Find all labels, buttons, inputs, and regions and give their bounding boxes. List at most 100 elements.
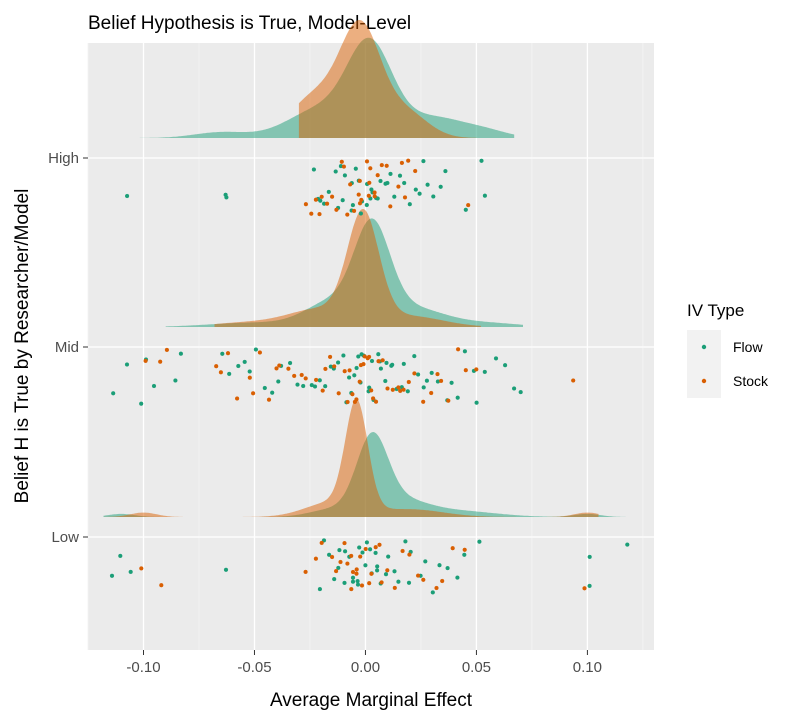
legend: IV Type Flow Stock xyxy=(687,301,769,398)
point-flow-mid xyxy=(227,371,232,376)
point-stock-low xyxy=(367,581,372,586)
point-flow-low xyxy=(118,553,123,558)
point-stock-mid xyxy=(376,359,381,364)
point-flow-mid xyxy=(412,354,417,359)
point-flow-low xyxy=(423,559,428,564)
point-flow-low xyxy=(625,542,630,547)
point-stock-high xyxy=(366,193,371,198)
point-flow-high xyxy=(358,211,363,216)
point-flow-high xyxy=(421,159,426,164)
point-flow-high xyxy=(392,194,397,199)
point-stock-mid xyxy=(421,399,426,404)
point-stock-mid xyxy=(303,376,308,381)
point-stock-mid xyxy=(429,390,434,396)
point-flow-mid xyxy=(421,385,426,390)
point-stock-high xyxy=(402,195,408,200)
point-stock-mid xyxy=(350,392,355,397)
point-flow-mid xyxy=(317,378,322,383)
point-stock-high xyxy=(309,211,314,216)
point-flow-high xyxy=(124,193,130,199)
point-stock-low xyxy=(416,573,421,578)
point-stock-low xyxy=(139,566,144,571)
point-flow-mid xyxy=(376,352,381,357)
point-stock-mid xyxy=(435,372,440,377)
chart-title: Belief Hypothesis is True, Model-Level xyxy=(88,13,411,34)
density-stock-low xyxy=(103,399,599,517)
point-flow-mid xyxy=(341,353,346,358)
point-flow-mid xyxy=(455,395,460,400)
point-flow-low xyxy=(430,590,435,595)
point-flow-mid xyxy=(247,369,252,374)
point-stock-mid xyxy=(218,370,223,375)
point-flow-high xyxy=(340,198,345,203)
point-flow-mid xyxy=(493,356,499,361)
point-stock-mid xyxy=(292,373,297,378)
point-stock-high xyxy=(357,178,362,183)
y-tick-label: High xyxy=(48,150,79,167)
point-flow-mid xyxy=(295,382,300,387)
point-stock-mid xyxy=(323,366,328,371)
point-flow-mid xyxy=(378,366,383,371)
point-stock-mid xyxy=(257,350,262,355)
point-flow-mid xyxy=(139,401,144,406)
y-tick-label: Low xyxy=(51,529,79,546)
point-stock-low xyxy=(303,569,308,574)
point-stock-mid xyxy=(347,368,352,373)
point-flow-mid xyxy=(384,360,389,365)
point-stock-mid xyxy=(463,368,468,373)
point-stock-mid xyxy=(474,367,479,372)
point-stock-mid xyxy=(373,399,379,404)
point-layer xyxy=(109,158,630,595)
point-stock-low xyxy=(377,542,382,547)
point-stock-high xyxy=(379,163,384,168)
point-flow-high xyxy=(482,193,487,198)
legend-label-stock: Stock xyxy=(733,373,769,389)
y-axis-title: Belief H is True by Researcher/Model xyxy=(12,189,33,504)
point-stock-high xyxy=(368,166,373,171)
point-flow-low xyxy=(462,552,467,557)
point-stock-low xyxy=(450,546,455,551)
point-flow-low xyxy=(336,565,341,570)
point-flow-low xyxy=(587,583,592,588)
point-stock-low xyxy=(159,583,164,588)
x-tick-label: 0.00 xyxy=(351,659,380,676)
point-stock-high xyxy=(319,194,324,199)
density-layer xyxy=(103,20,632,517)
point-stock-mid xyxy=(352,399,357,404)
point-stock-high xyxy=(317,212,322,217)
point-flow-high xyxy=(318,198,323,203)
point-stock-low xyxy=(400,548,405,554)
point-flow-mid xyxy=(173,378,178,383)
point-flow-low xyxy=(587,554,592,559)
point-flow-low xyxy=(375,564,380,569)
point-stock-high xyxy=(348,182,353,187)
point-flow-mid xyxy=(276,379,281,384)
point-flow-mid xyxy=(429,370,434,375)
point-stock-low xyxy=(407,552,412,557)
point-flow-low xyxy=(445,565,450,571)
point-stock-high xyxy=(375,173,380,178)
point-stock-low xyxy=(385,568,390,573)
point-stock-low xyxy=(379,580,384,585)
point-stock-low xyxy=(462,547,467,552)
point-stock-low xyxy=(582,586,587,591)
point-stock-low xyxy=(349,586,354,592)
point-flow-high xyxy=(364,202,369,208)
point-flow-mid xyxy=(242,359,247,364)
point-stock-mid xyxy=(439,378,444,383)
point-stock-low xyxy=(334,568,339,574)
point-stock-mid xyxy=(328,354,333,359)
point-flow-mid xyxy=(151,383,157,389)
point-stock-mid xyxy=(385,386,390,391)
point-flow-low xyxy=(128,569,133,574)
point-stock-high xyxy=(334,207,339,212)
point-stock-mid xyxy=(357,379,362,384)
point-stock-high xyxy=(325,201,330,206)
point-flow-mid xyxy=(301,383,306,389)
point-flow-low xyxy=(327,552,332,557)
legend-entries: Flow Stock xyxy=(687,330,769,398)
point-flow-mid xyxy=(503,363,508,368)
point-stock-high xyxy=(466,203,471,208)
legend-title: IV Type xyxy=(687,301,744,320)
point-flow-low xyxy=(406,580,412,585)
